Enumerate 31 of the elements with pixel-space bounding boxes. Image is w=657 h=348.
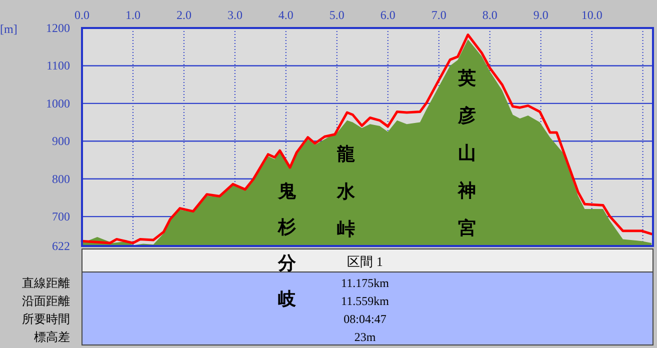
x-tick-label: 7.0 bbox=[431, 8, 446, 22]
annotation: 龍水峠 bbox=[336, 144, 356, 240]
y-tick-label: 800 bbox=[52, 172, 70, 186]
text: 直線距離 bbox=[22, 276, 70, 290]
text: 標高差 bbox=[34, 330, 70, 344]
y-tick-label: 700 bbox=[52, 210, 70, 224]
text: 23m bbox=[354, 330, 376, 344]
x-tick-label: 1.0 bbox=[125, 8, 140, 22]
text: 区間 1 bbox=[347, 254, 383, 269]
y-tick-label: 1200 bbox=[46, 21, 70, 35]
y-tick-label: 1100 bbox=[46, 58, 70, 73]
y-tick-label: 1000 bbox=[46, 96, 70, 110]
x-tick-label: 0.0 bbox=[74, 8, 90, 22]
x-tick-label: 10.0 bbox=[581, 8, 602, 22]
x-tick-label: 5.0 bbox=[329, 8, 344, 22]
text: 沿面距離 bbox=[22, 294, 70, 308]
annotation: 英彦山神宮 bbox=[457, 68, 476, 239]
y-tick-label: 622 bbox=[52, 239, 70, 253]
text: 08:04:47 bbox=[344, 312, 386, 326]
x-tick-label: 8.0 bbox=[482, 8, 498, 22]
x-tick-label: 3.0 bbox=[227, 8, 242, 22]
text: 11.175km bbox=[341, 276, 390, 290]
x-tick-label: 2.0 bbox=[176, 8, 192, 22]
text: 11.559km bbox=[341, 294, 390, 308]
x-tick-label: 6.0 bbox=[380, 8, 396, 22]
text: 所要時間 bbox=[22, 312, 70, 326]
y-tick-label: 900 bbox=[52, 134, 70, 148]
x-tick-label: 4.0 bbox=[278, 8, 294, 22]
y-axis-title: [m] bbox=[0, 22, 18, 36]
annotation: 鬼杉分岐 bbox=[277, 181, 297, 310]
x-tick-label: 9.0 bbox=[533, 8, 548, 22]
